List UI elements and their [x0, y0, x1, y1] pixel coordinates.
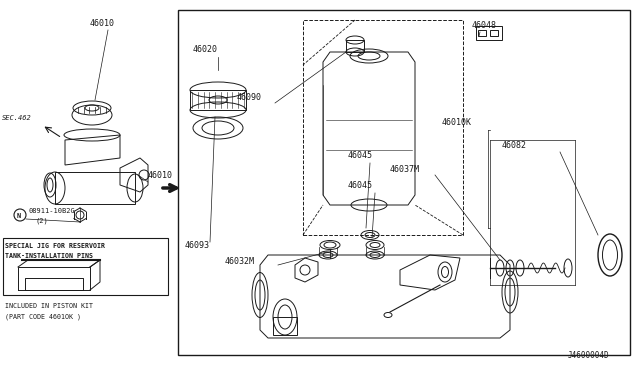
Text: 46045: 46045	[348, 151, 373, 160]
Text: 46090: 46090	[237, 93, 262, 102]
Text: 46010: 46010	[148, 171, 173, 180]
Text: J4600004D: J4600004D	[568, 351, 610, 360]
Text: 46093: 46093	[185, 241, 210, 250]
Text: (2): (2)	[35, 217, 48, 224]
Text: 46037M: 46037M	[390, 165, 420, 174]
Text: SEC.462: SEC.462	[2, 115, 32, 121]
Text: SPECIAL JIG FOR RESERVOIR: SPECIAL JIG FOR RESERVOIR	[5, 243, 105, 249]
Bar	[346, 40, 364, 52]
Bar	[190, 90, 246, 110]
Bar	[55, 172, 135, 204]
Text: 46048: 46048	[472, 21, 497, 30]
Text: 46010K: 46010K	[442, 118, 472, 127]
Text: TANK-INSTALLATION PINS: TANK-INSTALLATION PINS	[5, 253, 93, 259]
Text: INCLUDED IN PISTON KIT: INCLUDED IN PISTON KIT	[5, 303, 93, 309]
Text: 08911-10B2G: 08911-10B2G	[28, 208, 75, 214]
Text: 46020: 46020	[193, 45, 218, 54]
Text: N: N	[17, 213, 21, 219]
Text: 46010: 46010	[90, 19, 115, 28]
Bar	[178, 10, 630, 355]
Bar	[490, 30, 498, 36]
Bar	[273, 317, 297, 335]
Text: 46045: 46045	[348, 181, 373, 190]
Text: 46082: 46082	[502, 141, 527, 150]
Text: (PART CODE 4601OK ): (PART CODE 4601OK )	[5, 313, 81, 320]
Bar	[476, 26, 502, 40]
Bar	[478, 30, 486, 36]
Bar	[3, 238, 168, 295]
Bar	[303, 20, 463, 235]
Text: 46032M: 46032M	[225, 257, 255, 266]
